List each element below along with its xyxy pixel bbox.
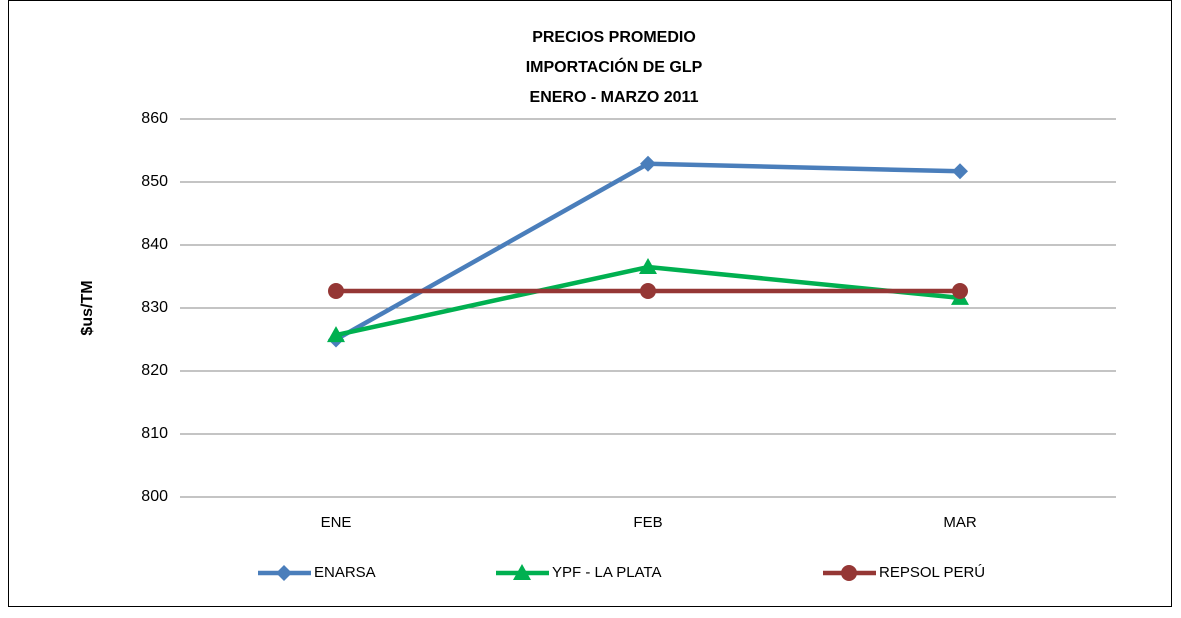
y-tick-label: 810 xyxy=(141,425,168,442)
y-tick-label: 850 xyxy=(141,173,168,190)
x-tick-label: FEB xyxy=(633,514,662,531)
data-point xyxy=(952,163,968,180)
chart-title: IMPORTACIÓN DE GLP xyxy=(526,57,703,76)
data-point xyxy=(327,326,345,343)
x-tick-label: MAR xyxy=(943,514,977,531)
legend-marker xyxy=(841,565,857,581)
chart-frame xyxy=(8,0,1172,607)
data-point xyxy=(640,282,656,299)
chart-title: ENERO - MARZO 2011 xyxy=(530,89,699,106)
legend-label: ENARSA xyxy=(314,564,376,581)
y-tick-label: 830 xyxy=(141,299,168,316)
legend-label: YPF - LA PLATA xyxy=(552,564,661,581)
data-point xyxy=(328,282,344,299)
legend-label: REPSOL PERÚ xyxy=(879,564,985,581)
y-tick-label: 820 xyxy=(141,362,168,379)
y-tick-label: 860 xyxy=(141,110,168,127)
y-axis-label: $us/TM xyxy=(79,280,96,335)
data-point xyxy=(952,282,968,299)
chart-title: PRECIOS PROMEDIO xyxy=(532,29,696,46)
y-tick-label: 800 xyxy=(141,488,168,505)
data-point xyxy=(639,258,657,275)
legend-marker xyxy=(276,565,292,581)
legend-marker xyxy=(513,564,531,580)
data-point xyxy=(640,155,656,172)
x-tick-label: ENE xyxy=(321,514,352,531)
y-tick-label: 840 xyxy=(141,236,168,253)
